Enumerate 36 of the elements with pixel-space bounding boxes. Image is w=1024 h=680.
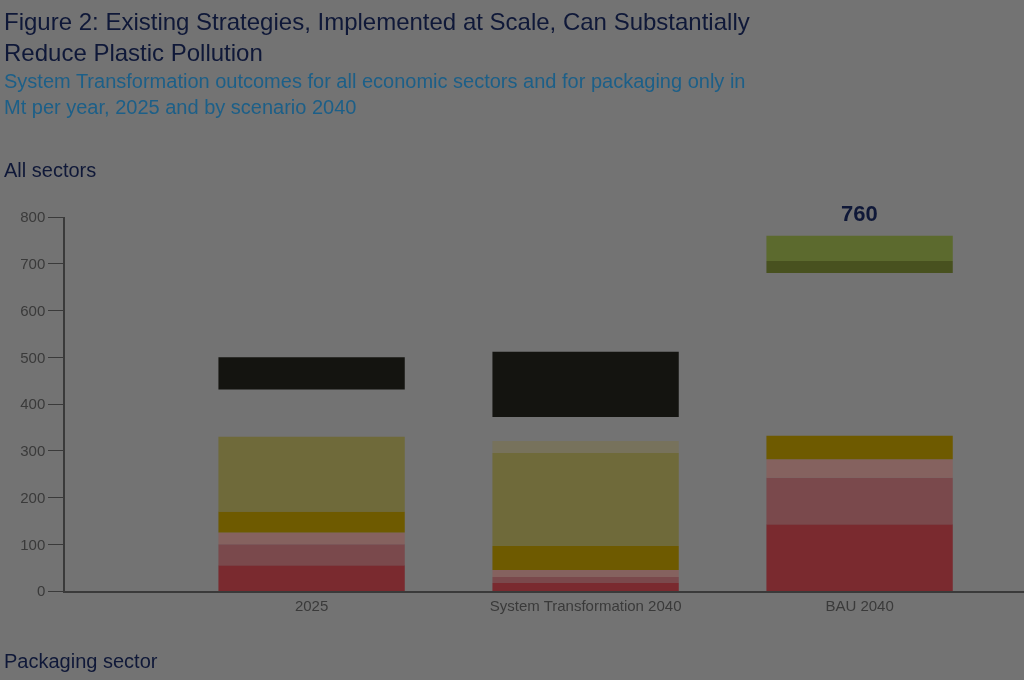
- chart-subtitle: System Transformation outcomes for all economic sectors and for packaging only in Mt per year, 2025 and by scenario 2040: [4, 70, 746, 118]
- bar: [218, 544, 405, 566]
- y-tick-label: 700: [20, 255, 46, 272]
- bar: [492, 569, 679, 577]
- bar: [766, 477, 953, 525]
- bar: [218, 565, 405, 591]
- x-tick-label: System Transformation 2040: [489, 596, 682, 614]
- bar: [492, 576, 679, 584]
- bar: [218, 357, 405, 390]
- x-tick-label: BAU 2040: [825, 596, 894, 614]
- y-tick-label: 800: [20, 208, 46, 226]
- y-tick-label: 500: [20, 348, 46, 366]
- bar: [492, 546, 679, 570]
- text: All sectors: [4, 159, 97, 181]
- bar: [766, 260, 953, 274]
- annotation: 760: [841, 201, 878, 226]
- bar: [218, 436, 405, 512]
- bar: [492, 453, 679, 547]
- bar: [766, 235, 953, 261]
- bar: [492, 440, 679, 454]
- bar: [218, 511, 405, 533]
- y-tick-label: 600: [20, 301, 46, 319]
- text: Packaging sector: [4, 650, 158, 672]
- chart-title: Figure 2: Existing Strategies, Implemented at Scale, Can Substantially Reduce Plastic Pollution: [4, 8, 750, 67]
- y-tick-label: 200: [20, 488, 46, 506]
- bar: [492, 351, 679, 418]
- bar: [766, 524, 953, 591]
- y-tick-label: 100: [20, 535, 46, 553]
- bar: [218, 532, 405, 545]
- y-tick-label: 400: [20, 395, 46, 413]
- y-tick-label: 300: [20, 442, 46, 459]
- bar: [766, 459, 953, 478]
- y-tick-label: 0: [36, 582, 46, 600]
- x-tick-label: 2025: [294, 596, 329, 614]
- bar: [766, 435, 953, 460]
- bar: [492, 583, 679, 591]
